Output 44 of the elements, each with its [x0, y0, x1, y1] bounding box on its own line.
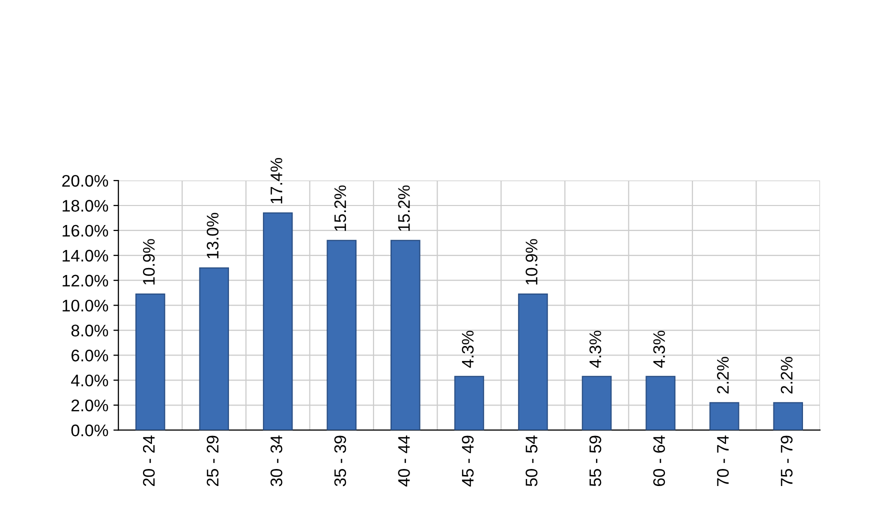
bar — [646, 376, 676, 430]
data-label: 4.3% — [462, 330, 474, 368]
data-label: 17.4% — [270, 158, 282, 204]
bar — [773, 402, 804, 430]
y-tick-label: 18.0% — [62, 200, 108, 212]
bar — [262, 212, 293, 430]
data-label: 4.3% — [589, 330, 602, 368]
bar — [390, 240, 420, 430]
y-tick-label: 0.0% — [71, 424, 108, 436]
y-tick-label: 4.0% — [71, 374, 108, 386]
x-tick-label: 30 - 34 — [270, 435, 282, 486]
y-tick-label: 6.0% — [72, 350, 108, 362]
bar — [135, 294, 166, 430]
y-tick-label: 20.0% — [62, 174, 108, 187]
y-tick-label: 14.0% — [62, 250, 108, 262]
data-label: 2.2% — [780, 356, 793, 394]
bar — [199, 267, 229, 430]
y-tick-label: 12.0% — [62, 274, 108, 287]
data-label: 13.0% — [206, 212, 219, 258]
data-label: 10.9% — [526, 239, 538, 284]
y-tick-label: 2.0% — [72, 400, 108, 412]
bar — [709, 402, 740, 430]
x-tick-label: 25 - 29 — [206, 436, 219, 486]
x-tick-label: 45 - 49 — [462, 436, 474, 486]
x-tick-label: 40 - 44 — [398, 435, 410, 486]
bar — [582, 376, 612, 430]
x-tick-label: 75 - 79 — [780, 436, 793, 486]
x-tick-label: 60 - 64 — [653, 435, 666, 486]
data-label: 2.2% — [716, 356, 729, 394]
bar — [326, 240, 357, 430]
x-tick-label: 35 - 39 — [334, 436, 346, 486]
y-tick-label: 10.0% — [62, 300, 108, 312]
x-tick-label: 55 - 59 — [589, 436, 602, 486]
bar — [454, 376, 484, 430]
x-tick-label: 20 - 24 — [142, 435, 155, 486]
x-tick-label: 50 - 54 — [526, 435, 538, 486]
y-tick-label: 16.0% — [62, 224, 108, 237]
bar — [518, 294, 548, 430]
y-tick-label: 8.0% — [71, 324, 108, 336]
data-label: 15.2% — [334, 185, 346, 231]
data-label: 4.3% — [653, 330, 666, 368]
x-tick-label: 70 - 74 — [716, 435, 729, 486]
data-label: 15.2% — [398, 185, 410, 231]
data-label: 10.9% — [142, 239, 155, 284]
